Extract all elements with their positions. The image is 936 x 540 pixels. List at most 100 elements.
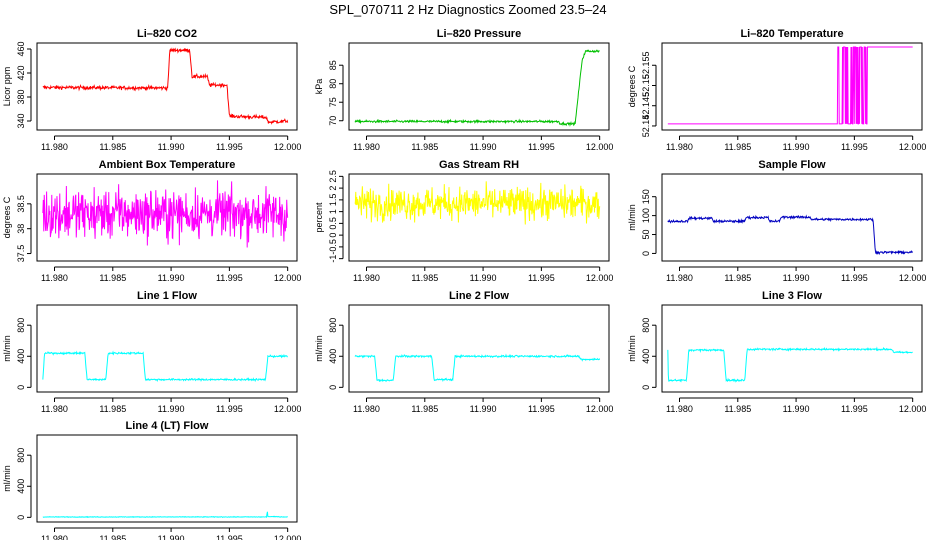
- chart-sample-flow: Sample Flow 11.980 11.985 11.990 11.995 12.00…: [627, 159, 926, 283]
- y-tick-label: 0: [641, 251, 651, 256]
- y-tick-label: 2: [328, 186, 338, 191]
- y-tick-label: 0.5: [328, 217, 338, 230]
- x-tick-label: 11.980: [353, 142, 380, 152]
- x-tick-label: 11.985: [411, 273, 438, 283]
- x-tick-label: 11.995: [841, 404, 868, 414]
- y-tick-label: -0.5: [328, 239, 338, 255]
- y-tick-label: 800: [328, 318, 338, 333]
- y-tick-label: 420: [16, 65, 26, 80]
- x-tick-label: 11.990: [783, 142, 810, 152]
- y-tick-label: 0: [16, 515, 26, 520]
- y-tick-label: 400: [328, 349, 338, 364]
- y-tick-label: 400: [16, 349, 26, 364]
- x-tick-label: 11.990: [470, 142, 497, 152]
- x-tick-label: 11.985: [99, 142, 126, 152]
- x-tick-label: 12.000: [586, 273, 614, 283]
- y-tick-label: 380: [16, 89, 26, 104]
- y-tick-label: 38: [16, 224, 26, 234]
- x-tick-label: 11.995: [528, 142, 555, 152]
- plot-frame: [661, 173, 923, 262]
- y-tick-label: 70: [328, 116, 338, 126]
- x-tick-label: 12.000: [274, 404, 302, 414]
- y-axis-label: degrees C: [627, 65, 637, 107]
- chart-line-3-flow: Line 3 Flow 11.980 11.985 11.990 11.995 12.00…: [627, 290, 926, 414]
- x-tick-label: 11.990: [158, 404, 185, 414]
- x-tick-label: 11.985: [99, 273, 126, 283]
- chart-line-2-flow: Line 2 Flow 11.980 11.985 11.990 11.995 12.00…: [314, 290, 613, 414]
- chart-title: Li–820 Pressure: [437, 28, 521, 40]
- x-tick-label: 12.000: [586, 142, 614, 152]
- x-tick-label: 12.000: [274, 273, 302, 283]
- x-tick-label: 11.980: [353, 404, 380, 414]
- x-tick-label: 11.985: [99, 534, 126, 540]
- chart-li-820-co2: Li–820 CO2 11.980 11.985 11.990 11.995 12.000…: [2, 28, 301, 152]
- x-tick-label: 12.000: [274, 534, 302, 540]
- chart-title: Line 3 Flow: [762, 290, 822, 302]
- chart-title: Line 1 Flow: [137, 290, 197, 302]
- plot-frame: [348, 173, 610, 262]
- chart-title: Li–820 CO2: [137, 28, 197, 40]
- x-tick-label: 11.990: [783, 404, 810, 414]
- plot-frame: [661, 304, 923, 393]
- x-tick-label: 11.985: [411, 404, 438, 414]
- x-tick-label: 11.990: [783, 273, 810, 283]
- y-tick-label: 340: [16, 113, 26, 128]
- x-tick-label: 11.995: [528, 404, 555, 414]
- chart-line-4-lt-flow: Line 4 (LT) Flow 11.980 11.985 11.990 11.995…: [2, 420, 301, 540]
- y-axis-label: ml/min: [2, 335, 12, 362]
- y-tick-label: 400: [16, 479, 26, 494]
- y-tick-label: 52.15: [641, 74, 651, 97]
- chart-li-820-pressure: Li–820 Pressure 11.980 11.985 11.990 11.995 1…: [314, 28, 613, 152]
- x-tick-label: 11.995: [216, 404, 243, 414]
- y-tick-label: -1: [328, 255, 338, 263]
- y-tick-label: 52.14: [641, 115, 651, 138]
- x-tick-label: 11.990: [158, 534, 185, 540]
- chart-title: Ambient Box Temperature: [99, 159, 236, 171]
- x-tick-label: 11.980: [41, 273, 68, 283]
- series-line-sample: [667, 214, 914, 256]
- chart-title: Line 2 Flow: [449, 290, 509, 302]
- y-tick-label: 460: [16, 41, 26, 56]
- plot-frame: [661, 42, 923, 131]
- x-tick-label: 12.000: [899, 142, 927, 152]
- chart-ambient-box-temperature: Ambient Box Temperature 11.980 11.985 11.99…: [2, 159, 301, 283]
- x-tick-label: 11.985: [724, 142, 751, 152]
- y-axis-label: degrees C: [2, 196, 12, 238]
- series-line-ambient: [42, 180, 289, 248]
- x-tick-label: 11.990: [158, 142, 185, 152]
- x-tick-label: 11.995: [841, 142, 868, 152]
- series-line-rh: [354, 181, 601, 225]
- x-tick-label: 11.995: [216, 273, 243, 283]
- chart-title: Line 4 (LT) Flow: [126, 420, 209, 432]
- x-tick-label: 11.980: [666, 404, 693, 414]
- y-tick-label: 37.5: [16, 245, 26, 263]
- y-axis-label: ml/min: [314, 335, 324, 362]
- y-tick-label: 0: [16, 385, 26, 390]
- plot-frame: [36, 173, 298, 262]
- chart-title: Li–820 Temperature: [740, 28, 843, 40]
- x-tick-label: 11.980: [666, 142, 693, 152]
- y-tick-label: 50: [641, 230, 651, 240]
- y-axis-label: ml/min: [627, 204, 637, 231]
- series-line-temperature: [667, 46, 913, 125]
- y-tick-label: 0: [328, 233, 338, 238]
- x-tick-label: 11.995: [216, 534, 243, 540]
- y-tick-label: 150: [641, 189, 651, 204]
- plot-frame: [348, 42, 610, 131]
- x-tick-label: 11.995: [841, 273, 868, 283]
- x-tick-label: 11.980: [353, 273, 380, 283]
- x-tick-label: 11.995: [216, 142, 243, 152]
- x-tick-label: 11.990: [470, 273, 497, 283]
- y-axis-label: ml/min: [2, 465, 12, 492]
- x-tick-label: 12.000: [586, 404, 614, 414]
- y-tick-label: 2.5: [328, 170, 338, 183]
- x-tick-label: 12.000: [899, 404, 927, 414]
- y-tick-label: 52.145: [641, 92, 651, 120]
- y-axis-label: Licor ppm: [2, 67, 12, 107]
- y-tick-label: 38.5: [16, 195, 26, 213]
- series-line-line-2: [354, 353, 601, 383]
- plot-frame: [36, 304, 298, 393]
- chart-title: Gas Stream RH: [439, 159, 519, 171]
